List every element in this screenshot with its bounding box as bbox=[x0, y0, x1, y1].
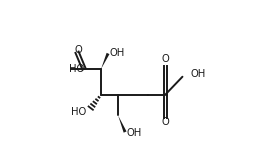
Text: OH: OH bbox=[190, 69, 205, 79]
Text: HO: HO bbox=[71, 107, 86, 117]
Text: OH: OH bbox=[126, 128, 142, 138]
Polygon shape bbox=[101, 53, 109, 69]
Polygon shape bbox=[118, 115, 126, 133]
Text: O: O bbox=[75, 45, 82, 55]
Text: O: O bbox=[161, 117, 169, 127]
Text: HO: HO bbox=[68, 64, 84, 74]
Text: O: O bbox=[161, 54, 169, 64]
Text: OH: OH bbox=[109, 48, 125, 58]
